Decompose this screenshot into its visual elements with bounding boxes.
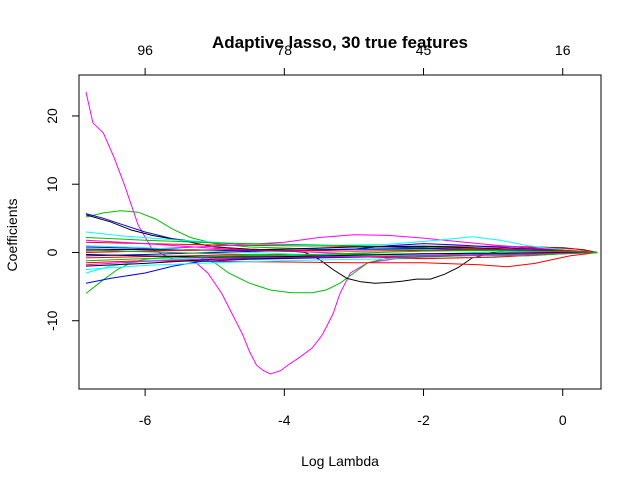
y-tick-label: 0	[44, 248, 60, 256]
x-tick-label: 0	[559, 412, 567, 428]
coefficient-path-2	[85, 252, 598, 294]
chart-title: Adaptive lasso, 30 true features	[212, 33, 468, 52]
coefficient-path-22	[85, 252, 598, 266]
coefficient-paths	[85, 91, 598, 375]
axes: -6 -4 -2 0 -10 0 10 20 96 78 45 16	[44, 42, 571, 428]
y-tick-label: 10	[44, 176, 60, 192]
coefficient-path-23	[85, 248, 598, 253]
coefficient-path-24	[85, 252, 598, 258]
x-tick-label: -2	[417, 412, 430, 428]
top-tick-label: 45	[416, 42, 432, 58]
coefficient-path-10	[85, 231, 598, 253]
y-tick-label: -10	[44, 310, 60, 330]
x-tick-label: -4	[278, 412, 291, 428]
x-axis-label: Log Lambda	[301, 453, 379, 469]
coefficient-path-25	[85, 249, 598, 256]
coefficient-path-15	[85, 239, 598, 256]
y-axis-label: Coefficients	[4, 199, 20, 272]
plot-frame	[78, 74, 602, 390]
coefficient-path-1	[85, 91, 598, 375]
top-tick-label: 96	[137, 42, 153, 58]
x-tick-label: -6	[139, 412, 152, 428]
top-tick-label: 78	[277, 42, 293, 58]
coefficient-path-8	[85, 234, 598, 253]
top-tick-label: 16	[555, 42, 571, 58]
y-tick-label: 20	[44, 108, 60, 124]
